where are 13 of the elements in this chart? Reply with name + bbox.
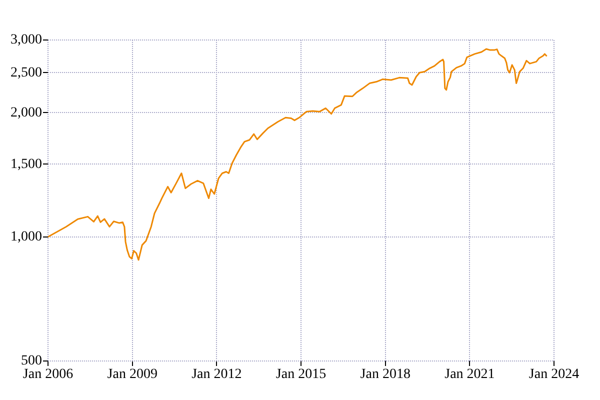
y-tick-label: 1,000 xyxy=(10,229,42,244)
x-tick-label: Jan 2012 xyxy=(192,367,242,382)
y-tick-label: 2,000 xyxy=(10,105,42,120)
x-tick-label: Jan 2015 xyxy=(276,367,326,382)
y-tick-label: 500 xyxy=(21,354,42,369)
x-tick-label: Jan 2021 xyxy=(444,367,495,382)
y-tick-label: 2,500 xyxy=(10,65,42,80)
x-tick-label: Jan 2006 xyxy=(22,367,74,382)
x-tick-label: Jan 2024 xyxy=(528,367,580,382)
x-tick-label: Jan 2018 xyxy=(360,367,410,382)
y-tick-label: 1,500 xyxy=(10,156,42,172)
y-tick-label: 3,000 xyxy=(10,32,42,48)
x-tick-label: Jan 2009 xyxy=(107,367,158,382)
